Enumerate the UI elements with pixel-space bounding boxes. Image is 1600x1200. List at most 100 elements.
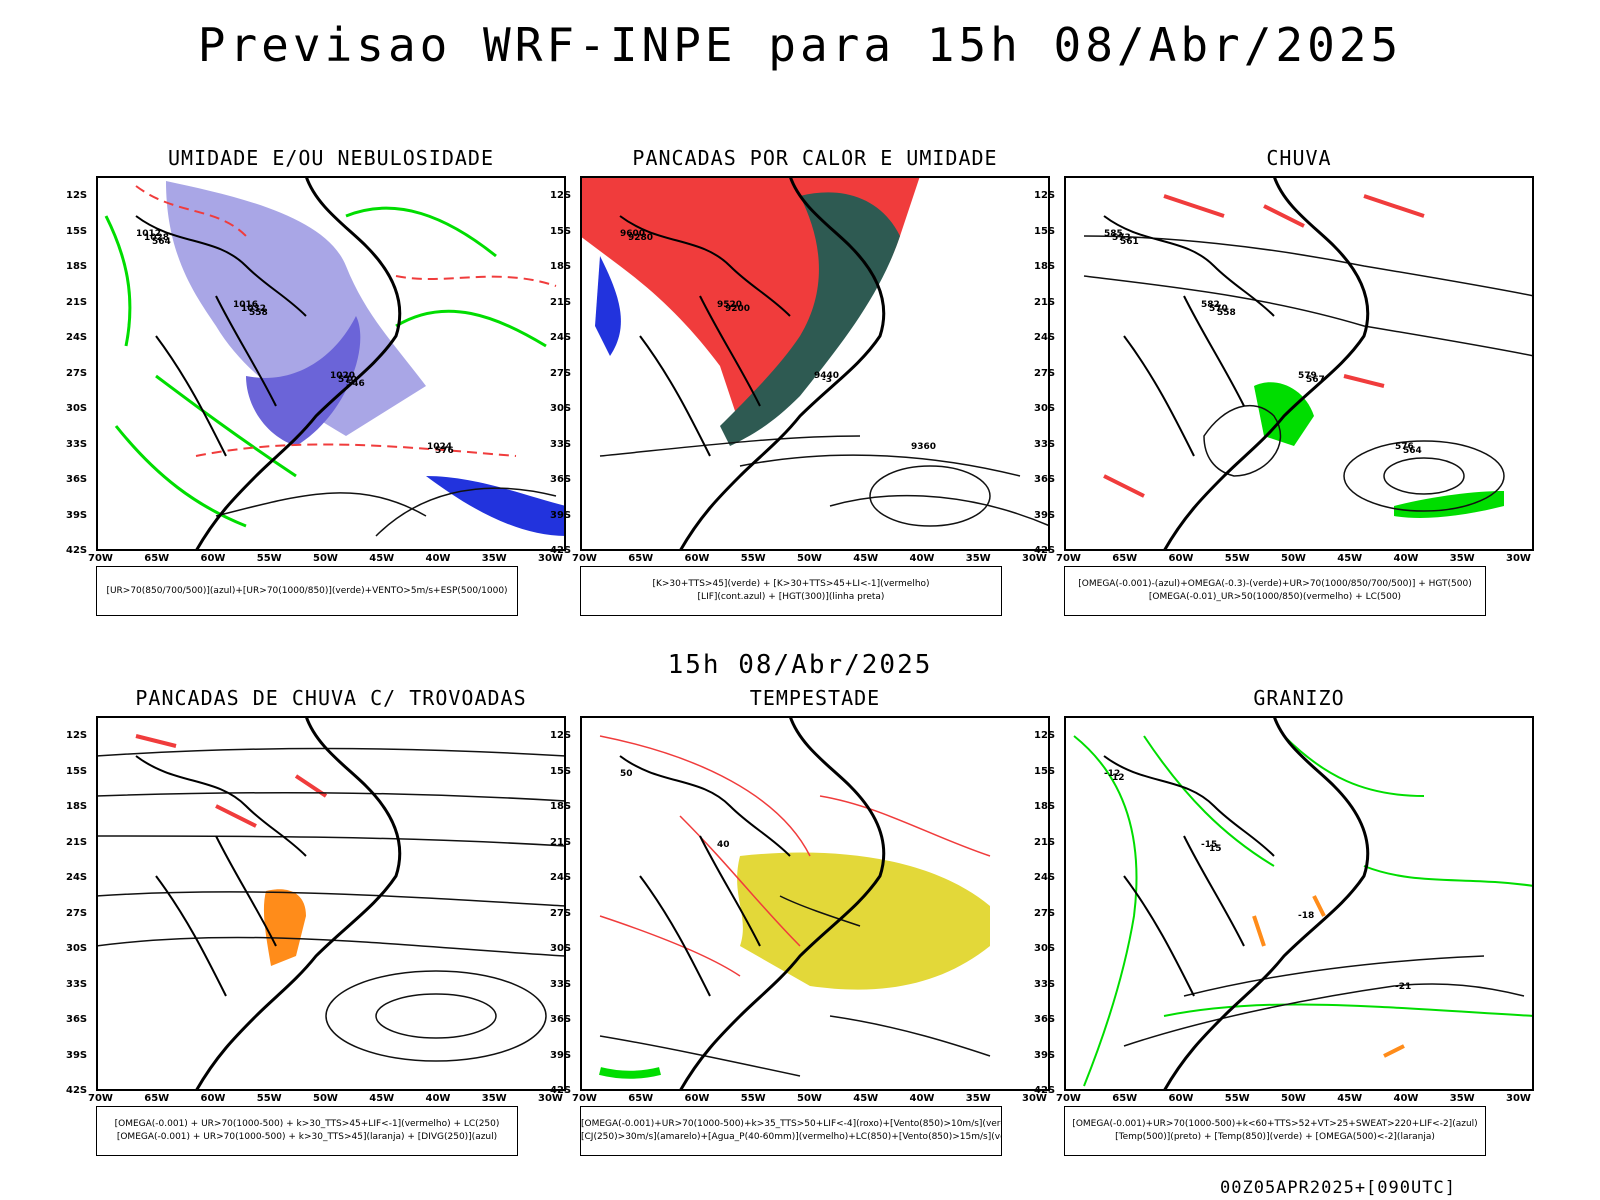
legend-line: [Temp(500)](preto) + [Temp(850)](verde) … — [1115, 1132, 1435, 1142]
panel-granizo: GRANIZO -12 -15 -18 -21 12 15 [OMEGA(-0.001)+… — [1034, 686, 1564, 1156]
page-title: Previsao WRF-INPE para 15h 08/Abr/2025 — [197, 18, 1403, 72]
contour-label: -21 — [1395, 982, 1411, 992]
map-chuva: 585 582 579 576 573 570 567 564 561 558 — [1064, 176, 1534, 551]
lon-tick-label: 65W — [628, 553, 654, 564]
contour-label: 1012 — [136, 229, 161, 239]
lon-tick-label: 35W — [481, 553, 507, 564]
panel-title: PANCADAS POR CALOR E UMIDADE — [632, 146, 998, 170]
map-trovoadas — [96, 716, 566, 1091]
contour-label: -12 — [1104, 769, 1120, 779]
contour-label: 570 — [338, 375, 357, 385]
contour-label: 546 — [346, 379, 365, 389]
map-frame — [1064, 176, 1534, 551]
panel-title: PANCADAS DE CHUVA C/ TROVOADAS — [135, 686, 527, 710]
legend-box: [UR>70(850/700/500)](azul)+[UR>70(1000/8… — [96, 566, 518, 616]
lat-tick-label: 27S — [66, 367, 88, 379]
contour-label: 558 — [249, 308, 268, 318]
lat-tick-label: 24S — [1034, 332, 1056, 343]
map-pancadas-calor: 9600 9520 9440 9360 9280 9200 -3 — [580, 176, 1050, 551]
lon-tick-label: 45W — [1337, 553, 1363, 564]
lon-tick-label: 35W — [1449, 1093, 1475, 1104]
lat-tick-label: 24S — [66, 332, 88, 343]
lat-tick-label: 21S — [550, 296, 572, 308]
panel-title: UMIDADE E/OU NEBULOSIDADE — [167, 146, 495, 170]
lat-tick-label: 12S — [550, 730, 572, 741]
lon-tick-label: 50W — [797, 1093, 822, 1104]
contour-label: 564 — [152, 237, 171, 247]
contour-label: 1028 — [144, 233, 169, 243]
lat-tick-label: 12S — [1034, 190, 1056, 201]
lat-tick-label: 42S — [1034, 1085, 1056, 1096]
lat-tick-label: 30S — [66, 403, 88, 414]
lon-tick-label: 30W — [1506, 553, 1531, 564]
lon-tick-label: 40W — [425, 1093, 451, 1104]
lat-tick-label: 18S — [1034, 261, 1056, 272]
lat-tick-label: 24S — [550, 332, 572, 343]
contour-label: 50 — [620, 769, 633, 779]
lon-tick-label: 60W — [1168, 553, 1194, 564]
lon-tick-label: 70W — [1056, 553, 1081, 564]
contour-label: 576 — [1395, 442, 1414, 452]
lat-tick-label: 12S — [1034, 730, 1056, 741]
lon-tick-label: 55W — [256, 1093, 282, 1104]
lat-tick-label: 30S — [1034, 403, 1056, 414]
lat-tick-label: 33S — [1034, 438, 1056, 450]
lon-tick-label: 40W — [1393, 553, 1419, 564]
legend-box: [OMEGA(-0.001)+UR>70(1000-500)+k<60+TTS>… — [1064, 1106, 1486, 1156]
contour-label: 1024 — [427, 442, 452, 452]
lon-tick-label: 45W — [369, 1093, 395, 1104]
lat-tick-label: 18S — [550, 801, 572, 812]
contour-label: 576 — [435, 446, 454, 456]
lat-tick-label: 24S — [1034, 872, 1056, 883]
legend-box: [K>30+TTS>45](verde) + [K>30+TTS>45+LI<-… — [580, 566, 1002, 616]
lat-tick-label: 21S — [550, 836, 572, 848]
lat-tick-label: 15S — [550, 765, 572, 777]
legend-line: [OMEGA(-0.001) + UR>70(1000-500) + k>30_… — [114, 1119, 500, 1129]
coastline — [1162, 176, 1370, 551]
contour-label: 585 — [1104, 229, 1123, 239]
legend-line: [OMEGA(-0.01)_UR>50(1000/850)(vermelho) … — [1148, 592, 1402, 602]
map-tempestade: 50 40 — [580, 716, 1050, 1091]
lon-tick-label: 55W — [256, 553, 282, 564]
lon-tick-label: 70W — [88, 1093, 113, 1104]
map-frame — [96, 716, 566, 1091]
lat-tick-label: 24S — [550, 872, 572, 883]
lon-tick-label: 50W — [1281, 1093, 1306, 1104]
lat-tick-label: 33S — [1034, 978, 1056, 990]
lon-tick-label: 30W — [1506, 1093, 1531, 1104]
map-frame — [580, 176, 1050, 551]
lat-tick-label: 36S — [66, 474, 88, 485]
lon-tick-label: 50W — [797, 553, 822, 564]
lat-tick-label: 39S — [66, 509, 88, 521]
contour-label: 12 — [1112, 773, 1125, 783]
coastline — [194, 716, 402, 1091]
lon-tick-label: 55W — [1224, 1093, 1250, 1104]
lat-tick-label: 36S — [550, 474, 572, 485]
panel-pancadas-calor: PANCADAS POR CALOR E UMIDADE 9600 9520 944… — [550, 146, 1080, 616]
lat-tick-label: 42S — [550, 1085, 572, 1096]
lat-tick-label: 36S — [66, 1014, 88, 1025]
coastline — [678, 176, 886, 551]
lat-tick-label: 27S — [66, 907, 88, 919]
lon-tick-label: 60W — [200, 553, 226, 564]
lat-tick-label: 15S — [1034, 225, 1056, 237]
lat-tick-label: 21S — [1034, 836, 1056, 848]
lat-tick-label: 18S — [550, 261, 572, 272]
lat-tick-label: 18S — [1034, 801, 1056, 812]
lat-tick-label: 33S — [66, 978, 88, 990]
lat-tick-label: 42S — [550, 545, 572, 556]
legend-box: [OMEGA(-0.001)+UR>70(1000-500)+k>35_TTS>… — [580, 1106, 1002, 1156]
lat-tick-label: 33S — [550, 978, 572, 990]
state-borders — [619, 215, 791, 457]
lat-tick-label: 21S — [1034, 296, 1056, 308]
contour-label: -3 — [822, 375, 832, 385]
lat-tick-label: 33S — [550, 438, 572, 450]
lon-tick-label: 35W — [965, 1093, 991, 1104]
lat-tick-label: 18S — [66, 801, 88, 812]
lat-tick-label: 24S — [66, 872, 88, 883]
run-footer: 00Z05APR2025+[090UTC] — [1220, 1178, 1456, 1198]
panel-title: CHUVA — [1266, 146, 1332, 170]
lat-tick-label: 12S — [66, 190, 88, 201]
middle-title: 15h 08/Abr/2025 — [667, 650, 933, 680]
panel-chuva: CHUVA 585 582 579 576 573 570 567 564 561 558 [OM… — [1034, 146, 1564, 616]
